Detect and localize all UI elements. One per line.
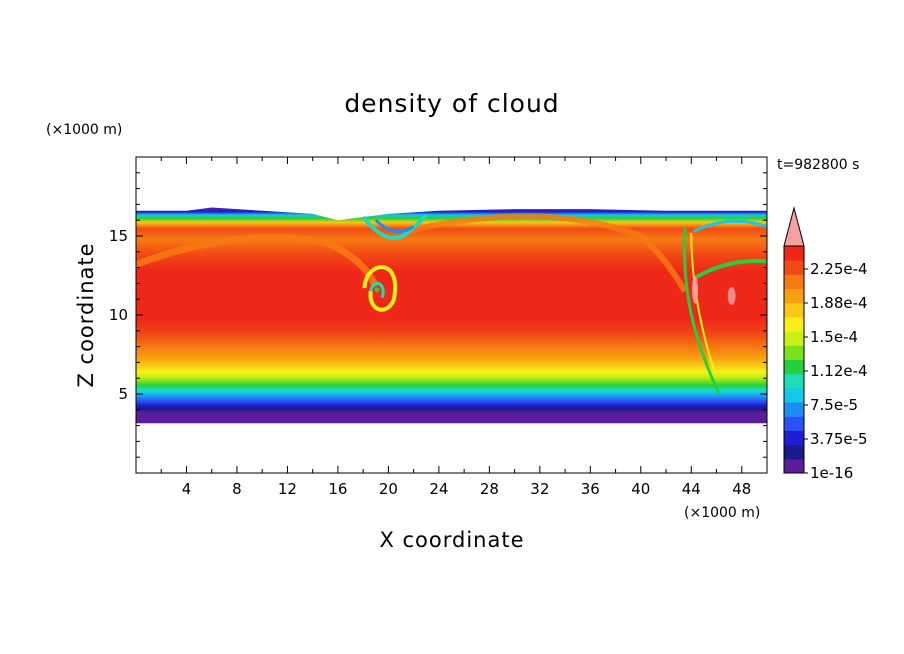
x-tick-label: 32 bbox=[530, 480, 549, 498]
downdraft-edge bbox=[690, 232, 715, 371]
colorbar-swatch bbox=[784, 402, 804, 417]
max-patch bbox=[692, 275, 699, 304]
downdraft-streak bbox=[682, 228, 721, 395]
cloud-layer bbox=[136, 207, 767, 420]
colorbar-swatch bbox=[784, 373, 804, 389]
x-unit-label: (×1000 m) bbox=[684, 505, 760, 521]
cloud-density-field bbox=[136, 207, 767, 424]
colorbar-swatch bbox=[784, 359, 804, 375]
x-tick-label: 4 bbox=[182, 480, 192, 498]
x-tick-label: 24 bbox=[429, 480, 448, 498]
y-unit-label: (×1000 m) bbox=[46, 122, 122, 138]
chart-title: density of cloud bbox=[344, 89, 559, 118]
colorbar-swatch bbox=[784, 430, 804, 446]
entrainment-lobe bbox=[361, 214, 428, 241]
colorbar-label: 3.75e-5 bbox=[810, 430, 868, 448]
x-tick-label: 20 bbox=[379, 480, 398, 498]
colorbar-swatch bbox=[784, 246, 804, 261]
colorbar-swatch bbox=[784, 316, 804, 332]
x-tick-label: 44 bbox=[682, 480, 701, 498]
y-tick-label: 5 bbox=[118, 385, 128, 403]
colorbar-swatch bbox=[784, 444, 804, 460]
x-tick-label: 36 bbox=[581, 480, 600, 498]
colorbar-swatch bbox=[784, 458, 804, 474]
colorbar-swatch bbox=[784, 345, 804, 360]
x-axis-ticks: 4 8 12 16 20 24 28 32 36 40 44 48 bbox=[160, 157, 751, 498]
entrainment-core bbox=[374, 219, 415, 234]
x-tick-label: 40 bbox=[631, 480, 650, 498]
y-axis-ticks: 5 10 15 bbox=[109, 172, 767, 458]
right-shear-band bbox=[695, 258, 767, 279]
x-tick-label: 16 bbox=[328, 480, 347, 498]
max-patch bbox=[727, 287, 736, 306]
x-axis-label: X coordinate bbox=[379, 528, 524, 552]
colorbar-max-arrow bbox=[783, 206, 805, 247]
vortex-inner bbox=[369, 281, 385, 299]
colorbar-frame bbox=[783, 245, 805, 474]
colorbar-label: 7.5e-5 bbox=[810, 396, 858, 414]
colorbar-label: 2.25e-4 bbox=[810, 260, 868, 278]
colorbar: 2.25e-4 1.88e-4 1.5e-4 1.12e-4 7.5e-5 3.75e-5… bbox=[783, 206, 868, 482]
colorbar-swatch bbox=[784, 416, 804, 431]
colorbar-swatch bbox=[784, 274, 804, 290]
colorbar-swatch bbox=[784, 387, 804, 403]
colorbar-swatch bbox=[784, 302, 804, 318]
time-label: t=982800 s bbox=[777, 157, 859, 173]
vortex-outer bbox=[362, 265, 398, 312]
x-tick-label: 8 bbox=[232, 480, 242, 498]
y-axis-label: Z coordinate bbox=[74, 242, 98, 387]
colorbar-swatch bbox=[784, 288, 804, 304]
colorbar-label: 1e-16 bbox=[810, 464, 853, 482]
colorbar-label: 1.12e-4 bbox=[810, 362, 868, 380]
x-tick-label: 28 bbox=[480, 480, 499, 498]
flow-streak-hump bbox=[400, 213, 688, 293]
y-tick-label: 10 bbox=[109, 306, 128, 324]
y-tick-label: 15 bbox=[109, 227, 128, 245]
colorbar-swatch bbox=[784, 260, 804, 275]
flow-streak-left bbox=[136, 234, 379, 289]
x-tick-label: 48 bbox=[732, 480, 751, 498]
colorbar-label: 1.88e-4 bbox=[810, 294, 868, 312]
vortex-core bbox=[374, 287, 380, 293]
x-tick-label: 12 bbox=[278, 480, 297, 498]
right-top-band bbox=[693, 219, 767, 233]
colorbar-swatch bbox=[784, 331, 804, 346]
colorbar-label: 1.5e-4 bbox=[810, 328, 858, 346]
cloud-base-edge bbox=[136, 417, 767, 424]
